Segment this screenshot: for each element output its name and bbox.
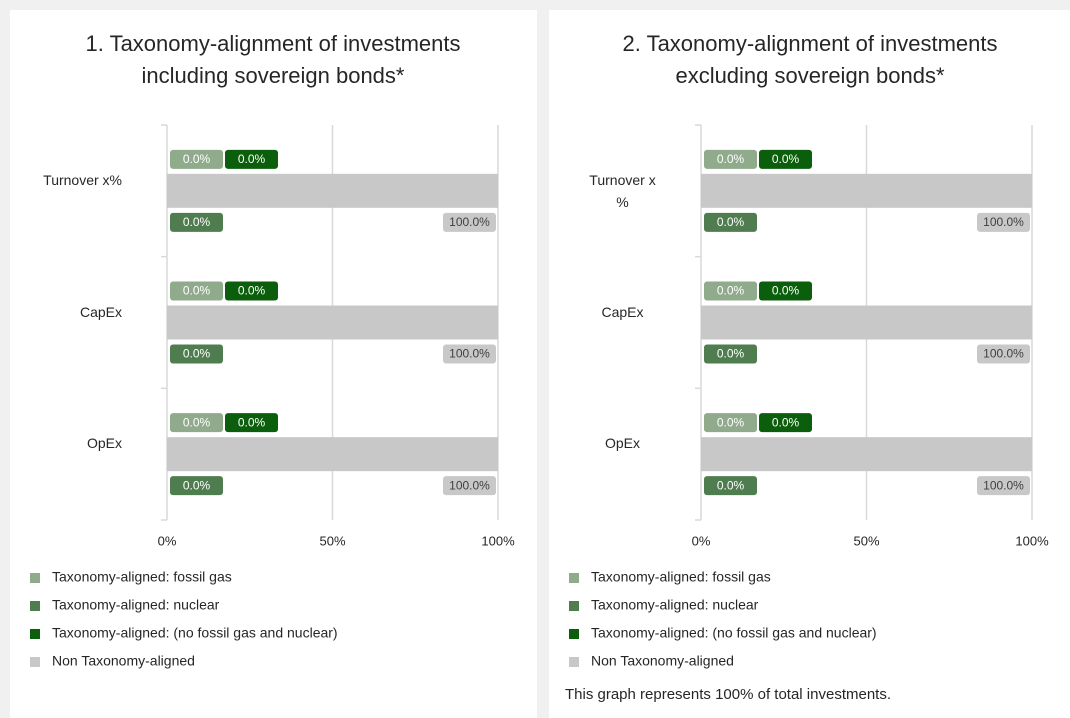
y-tick-label: Turnover x %	[589, 171, 656, 210]
bar-segment	[167, 437, 498, 472]
data-label: 0.0%	[183, 415, 211, 429]
x-tick-label: 0%	[692, 533, 711, 548]
data-label: 100.0%	[983, 478, 1024, 492]
y-tick-label: OpEx	[604, 435, 640, 452]
y-tick-label: OpEx	[86, 435, 122, 452]
bar-segment	[701, 305, 1032, 340]
category-label-box: OpEx	[86, 435, 122, 452]
data-label-box	[704, 476, 757, 496]
data-label: 100.0%	[983, 215, 1024, 229]
y-tick-label: CapEx	[79, 303, 122, 320]
data-label-box	[759, 413, 812, 433]
legend-label: Taxonomy-aligned: nuclear	[52, 597, 220, 613]
data-label: 0.0%	[183, 284, 211, 298]
x-tick-label: 50%	[319, 533, 345, 548]
data-label: 0.0%	[772, 284, 800, 298]
legend-swatch	[569, 629, 579, 639]
legend-label: Taxonomy-aligned: fossil gas	[591, 569, 771, 585]
legend-swatch	[30, 629, 40, 639]
category-label-box: Turnover x%	[43, 171, 122, 188]
data-label-box	[170, 149, 223, 169]
legend-label: Non Taxonomy-aligned	[591, 653, 734, 669]
legend-swatch	[569, 573, 579, 583]
data-label: 0.0%	[183, 215, 211, 229]
data-label-box	[170, 476, 223, 496]
data-label-box	[704, 344, 757, 364]
bar-segment	[701, 437, 1032, 472]
bar-segment	[167, 305, 498, 340]
data-label: 0.0%	[717, 478, 745, 492]
data-label-box	[170, 413, 223, 433]
data-label-box	[443, 344, 496, 364]
data-label-box	[225, 413, 278, 433]
x-tick-label: 100%	[481, 533, 515, 548]
data-label: 0.0%	[717, 152, 745, 166]
chart-title: 1. Taxonomy-alignment of investments incl…	[86, 31, 461, 88]
data-label-box	[443, 476, 496, 496]
data-label-box	[704, 413, 757, 433]
data-label: 100.0%	[449, 347, 490, 361]
data-label: 0.0%	[717, 215, 745, 229]
data-label: 0.0%	[238, 152, 266, 166]
x-tick-label: 50%	[853, 533, 879, 548]
data-label: 0.0%	[717, 284, 745, 298]
data-label: 0.0%	[772, 152, 800, 166]
legend-swatch	[30, 657, 40, 667]
data-label-box	[977, 344, 1030, 364]
legend-label: Taxonomy-aligned: (no fossil gas and nuc…	[52, 625, 338, 641]
data-label: 100.0%	[449, 478, 490, 492]
data-label: 0.0%	[238, 415, 266, 429]
panel	[10, 10, 537, 718]
data-label-box	[704, 281, 757, 301]
data-label: 0.0%	[183, 347, 211, 361]
y-tick-label: Turnover x%	[43, 171, 122, 188]
legend-label: Taxonomy-aligned: (no fossil gas and nuc…	[591, 625, 877, 641]
chart-note: This graph represents 100% of total inve…	[565, 686, 891, 703]
chart-title: 2. Taxonomy-alignment of investments excl…	[623, 31, 998, 88]
data-label: 0.0%	[183, 478, 211, 492]
legend-label: Non Taxonomy-aligned	[52, 653, 195, 669]
y-tick-label: CapEx	[601, 303, 644, 320]
data-label: 100.0%	[983, 347, 1024, 361]
bar-segment	[167, 173, 498, 208]
category-label-box: CapEx	[601, 303, 644, 320]
data-label: 0.0%	[717, 347, 745, 361]
data-label-box	[704, 212, 757, 232]
data-label-box	[977, 476, 1030, 496]
legend-swatch	[569, 657, 579, 667]
panel	[549, 10, 1070, 718]
data-label: 100.0%	[449, 215, 490, 229]
data-label-box	[170, 212, 223, 232]
data-label-box	[225, 149, 278, 169]
data-label: 0.0%	[772, 415, 800, 429]
data-label-box	[759, 149, 812, 169]
data-label: 0.0%	[717, 415, 745, 429]
x-tick-label: 0%	[158, 533, 177, 548]
legend-swatch	[30, 573, 40, 583]
category-label-box: OpEx	[604, 435, 640, 452]
category-label-box: Turnover x %	[589, 171, 656, 210]
x-tick-label: 100%	[1015, 533, 1049, 548]
data-label-box	[443, 212, 496, 232]
data-label-box	[977, 212, 1030, 232]
data-label-box	[170, 281, 223, 301]
bar-segment	[701, 173, 1032, 208]
data-label-box	[225, 281, 278, 301]
data-label-box	[759, 281, 812, 301]
legend-label: Taxonomy-aligned: nuclear	[591, 597, 759, 613]
data-label-box	[704, 149, 757, 169]
legend-label: Taxonomy-aligned: fossil gas	[52, 569, 232, 585]
data-label: 0.0%	[183, 152, 211, 166]
legend-swatch	[569, 601, 579, 611]
legend-swatch	[30, 601, 40, 611]
category-label-box: CapEx	[79, 303, 122, 320]
data-label-box	[170, 344, 223, 364]
data-label: 0.0%	[238, 284, 266, 298]
